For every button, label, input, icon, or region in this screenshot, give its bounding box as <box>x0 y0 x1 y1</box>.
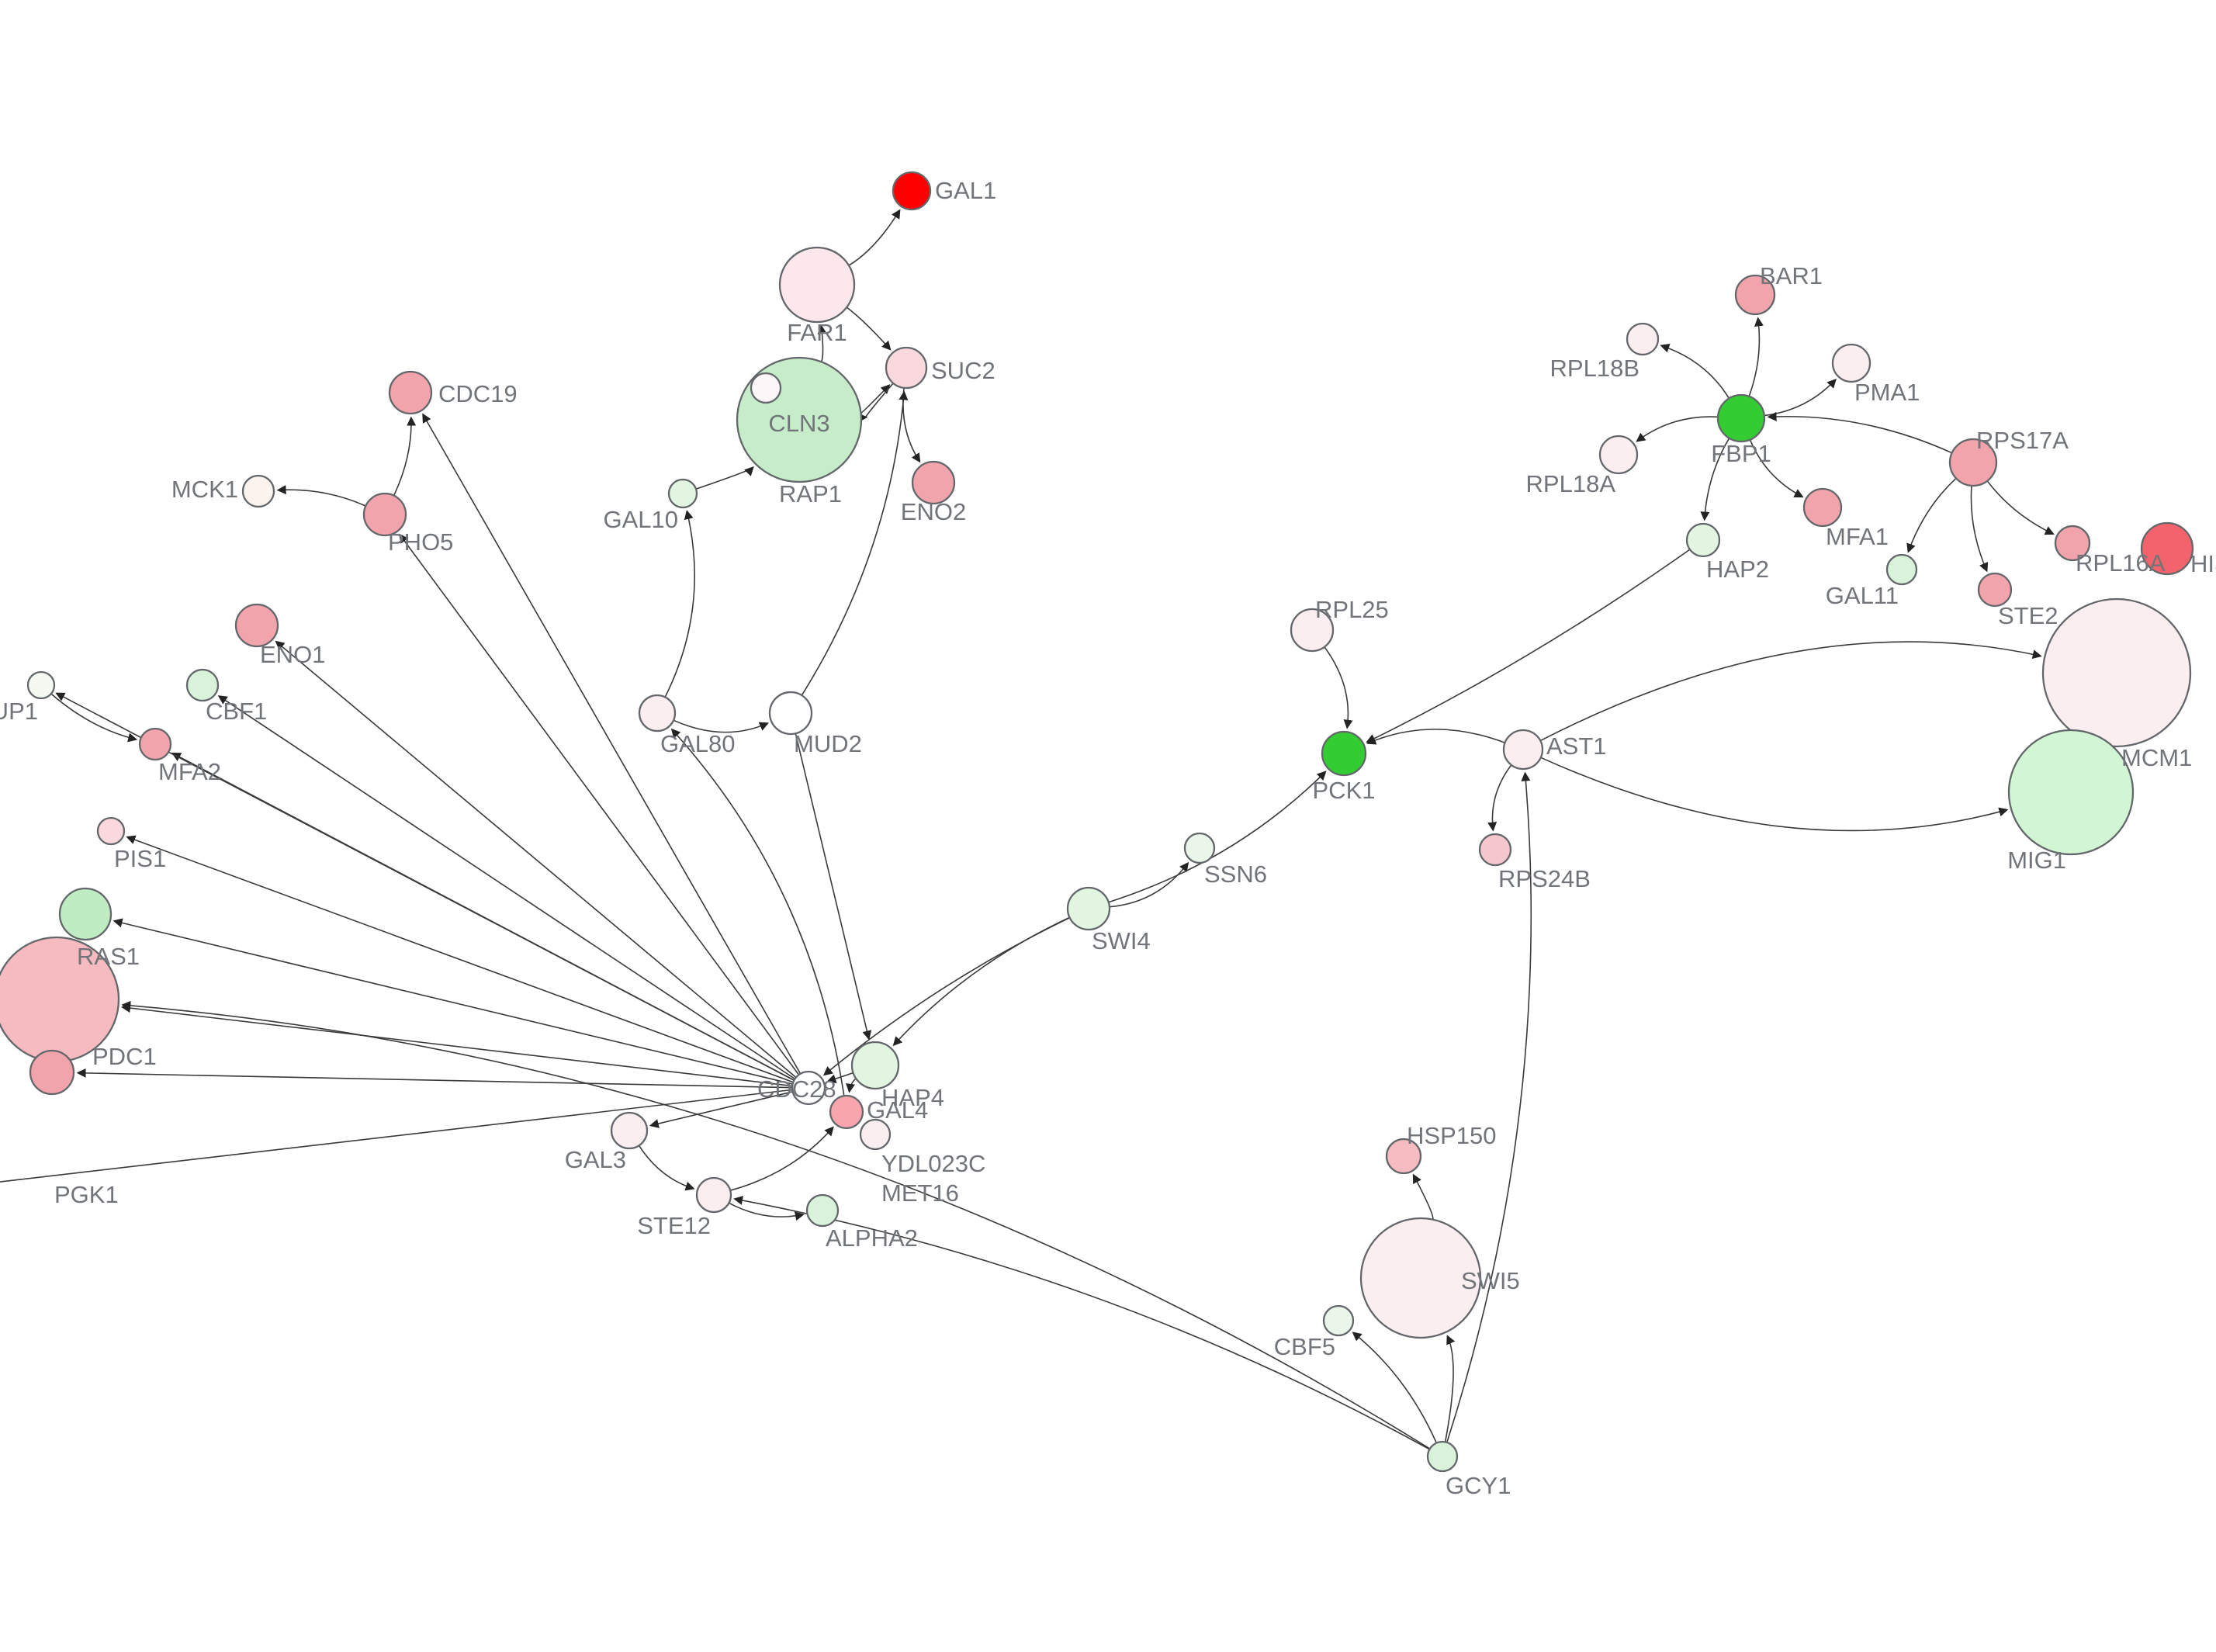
svg-text:GAL4: GAL4 <box>867 1096 928 1124</box>
svg-text:SUC2: SUC2 <box>931 357 995 384</box>
svg-text:SWI4: SWI4 <box>1092 927 1151 954</box>
svg-text:HSP150: HSP150 <box>1407 1122 1496 1149</box>
svg-text:RPL16A: RPL16A <box>2076 549 2166 577</box>
svg-text:GCY1: GCY1 <box>1446 1472 1511 1499</box>
svg-text:STE12: STE12 <box>637 1212 711 1239</box>
svg-text:RAS1: RAS1 <box>77 943 140 970</box>
svg-text:PDC1: PDC1 <box>92 1043 157 1070</box>
svg-text:RPS17A: RPS17A <box>1976 427 2069 454</box>
svg-text:BAR1: BAR1 <box>1760 262 1823 289</box>
svg-text:MFA1: MFA1 <box>1826 523 1889 550</box>
svg-text:PHO5: PHO5 <box>388 528 453 556</box>
svg-text:SSN6: SSN6 <box>1204 861 1267 888</box>
svg-text:YDL023C: YDL023C <box>881 1150 985 1177</box>
svg-text:ALPHA2: ALPHA2 <box>826 1224 918 1252</box>
svg-text:FAR1: FAR1 <box>787 319 847 346</box>
svg-text:RPS24B: RPS24B <box>1498 865 1591 892</box>
svg-text:HAP2: HAP2 <box>1706 556 1769 583</box>
svg-text:ENO1: ENO1 <box>260 641 325 668</box>
svg-text:PMA1: PMA1 <box>1854 379 1920 406</box>
svg-text:FBP1: FBP1 <box>1711 440 1771 467</box>
svg-text:STE2: STE2 <box>1998 602 2058 629</box>
svg-text:PIS1: PIS1 <box>114 845 166 872</box>
svg-text:CBF5: CBF5 <box>1274 1333 1335 1360</box>
svg-text:RPL25: RPL25 <box>1315 596 1389 623</box>
svg-text:MFA2: MFA2 <box>158 758 221 785</box>
svg-text:GAL80: GAL80 <box>660 730 736 757</box>
svg-text:SWI5: SWI5 <box>1461 1267 1520 1294</box>
svg-text:GAL11: GAL11 <box>1826 582 1899 609</box>
svg-text:GAL1: GAL1 <box>935 177 996 204</box>
svg-text:PCK1: PCK1 <box>1313 777 1376 804</box>
svg-text:MCK1: MCK1 <box>171 476 238 503</box>
svg-text:GAL3: GAL3 <box>565 1146 626 1173</box>
svg-text:GAL10: GAL10 <box>603 506 678 533</box>
svg-text:MCM1: MCM1 <box>2121 744 2192 771</box>
svg-text:TUP1: TUP1 <box>0 698 38 725</box>
svg-text:CBF1: CBF1 <box>206 698 267 725</box>
svg-text:AST1: AST1 <box>1546 732 1607 760</box>
svg-text:MET16: MET16 <box>881 1179 959 1207</box>
svg-text:CLN3: CLN3 <box>768 410 829 437</box>
svg-text:HIS4: HIS4 <box>2190 550 2216 577</box>
svg-text:CDC19: CDC19 <box>438 380 518 407</box>
svg-text:PGK1: PGK1 <box>54 1181 119 1208</box>
svg-text:RAP1: RAP1 <box>779 480 842 507</box>
svg-text:MUD2: MUD2 <box>794 730 862 757</box>
svg-text:MIG1: MIG1 <box>2007 847 2066 874</box>
svg-text:ENO2: ENO2 <box>901 498 966 525</box>
svg-text:RPL18A: RPL18A <box>1526 470 1616 497</box>
svg-text:CDC28: CDC28 <box>757 1075 836 1103</box>
svg-text:RPL18B: RPL18B <box>1550 355 1639 382</box>
